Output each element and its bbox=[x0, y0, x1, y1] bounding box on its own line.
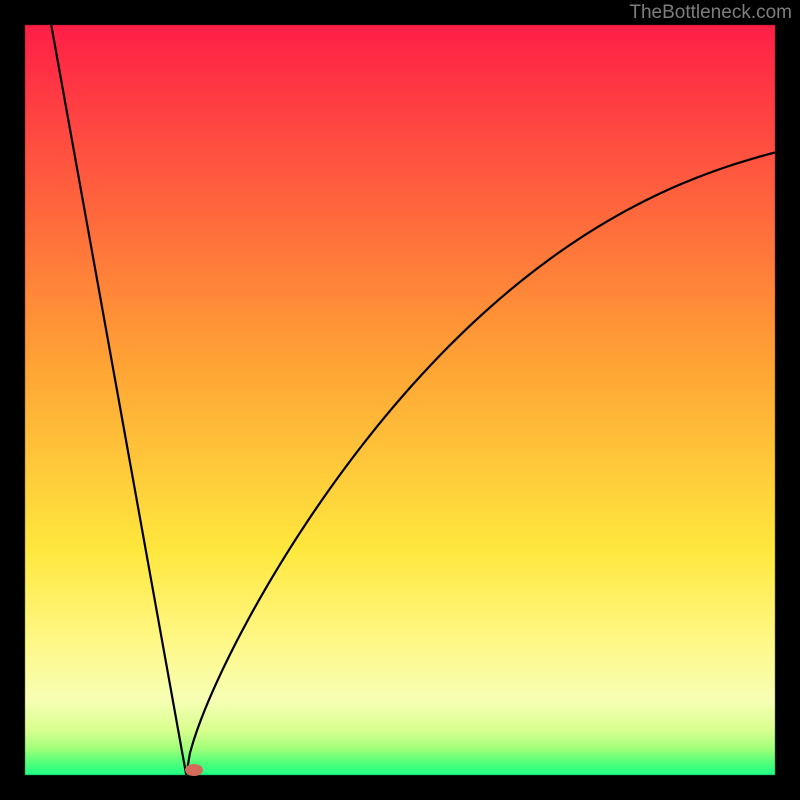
heat-gradient-background bbox=[0, 0, 800, 800]
chart-root: TheBottleneck.com bbox=[0, 0, 800, 800]
